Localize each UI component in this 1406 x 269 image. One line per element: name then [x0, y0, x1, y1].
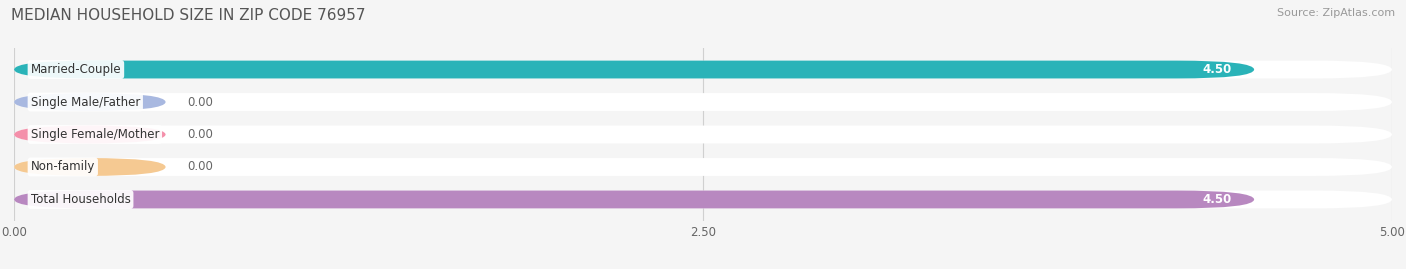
Text: 0.00: 0.00	[187, 161, 214, 174]
FancyBboxPatch shape	[14, 61, 1392, 79]
FancyBboxPatch shape	[14, 126, 166, 143]
Text: Source: ZipAtlas.com: Source: ZipAtlas.com	[1277, 8, 1395, 18]
Text: Single Male/Father: Single Male/Father	[31, 95, 141, 108]
FancyBboxPatch shape	[14, 126, 1392, 143]
Text: Total Households: Total Households	[31, 193, 131, 206]
FancyBboxPatch shape	[14, 190, 1392, 208]
Text: MEDIAN HOUSEHOLD SIZE IN ZIP CODE 76957: MEDIAN HOUSEHOLD SIZE IN ZIP CODE 76957	[11, 8, 366, 23]
Text: Single Female/Mother: Single Female/Mother	[31, 128, 159, 141]
Text: 4.50: 4.50	[1204, 63, 1232, 76]
Text: 0.00: 0.00	[187, 128, 214, 141]
FancyBboxPatch shape	[14, 93, 1392, 111]
Text: 4.50: 4.50	[1204, 193, 1232, 206]
FancyBboxPatch shape	[14, 158, 166, 176]
Text: 0.00: 0.00	[187, 95, 214, 108]
Text: Non-family: Non-family	[31, 161, 96, 174]
FancyBboxPatch shape	[14, 158, 1392, 176]
Text: Married-Couple: Married-Couple	[31, 63, 121, 76]
FancyBboxPatch shape	[14, 93, 166, 111]
FancyBboxPatch shape	[14, 190, 1254, 208]
FancyBboxPatch shape	[14, 61, 1254, 79]
